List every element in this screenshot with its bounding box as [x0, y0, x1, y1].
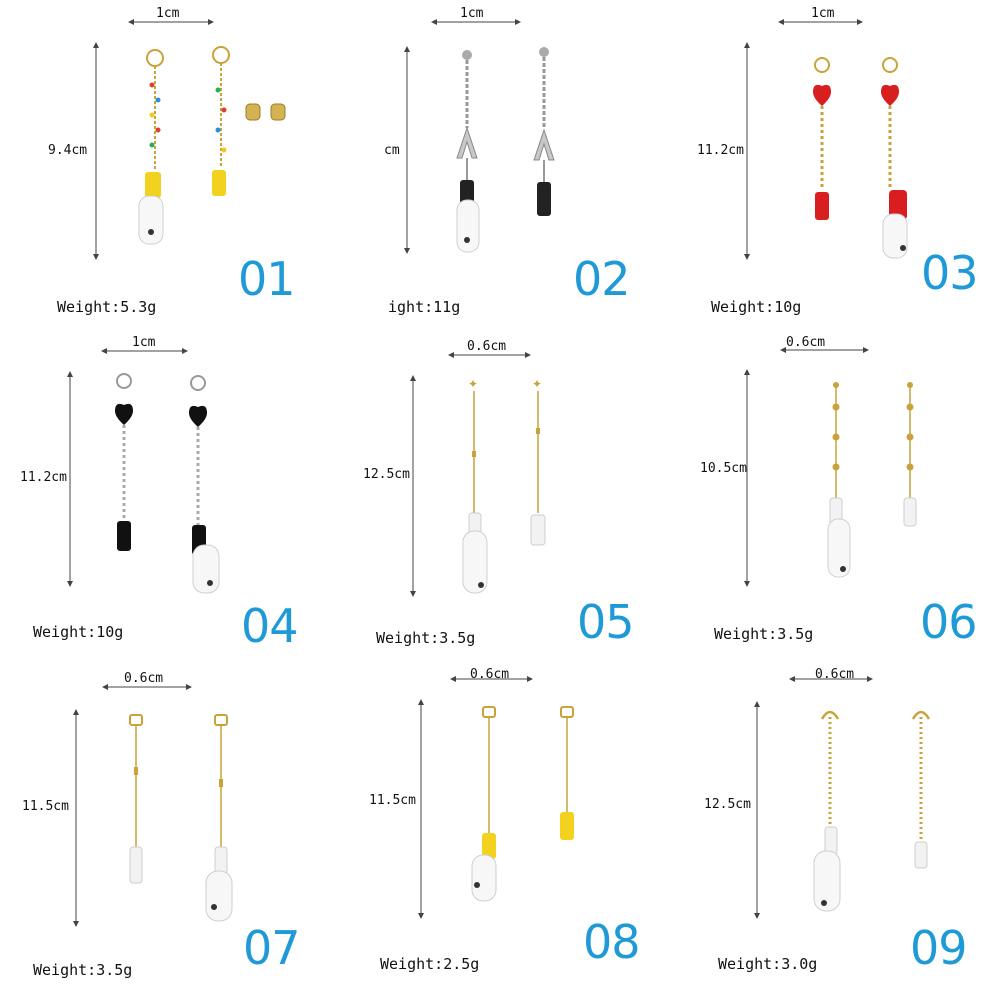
height-label: 11.2cm [20, 470, 67, 485]
product-cell-03: 1cm 11.2cm 03 Weight:10g [667, 0, 1000, 333]
product-cell-02: 1cm cm 02 ight:11g [333, 0, 666, 333]
product-cell-09: 0.6cm 12.5cm 09 Weight:3.0g [667, 667, 1000, 1000]
item-number: 04 [241, 599, 299, 653]
earring-04-image [67, 348, 220, 594]
width-label: 0.6cm [470, 667, 510, 682]
weight-label: Weight:3.5g [33, 961, 133, 979]
product-cell-08: 0.6cm 11.5cm 08 Weight:2.5g [333, 667, 666, 1000]
svg-text:✦: ✦ [468, 377, 478, 391]
item-number: 02 [573, 252, 631, 306]
item-number: 03 [921, 246, 979, 300]
weight-label: Weight:10g [711, 298, 802, 316]
width-label: 0.6cm [786, 335, 826, 350]
product-cell-06: 0.6cm 10.5cm 06 Weight:3.5g [667, 333, 1000, 666]
weight-label: Weight:3.5g [714, 625, 814, 643]
weight-label: Weight:5.3g [57, 298, 157, 316]
width-label: 0.6cm [467, 339, 507, 354]
earring-08-image [418, 676, 574, 919]
height-label: 10.5cm [700, 461, 747, 476]
height-label: cm [384, 143, 400, 158]
item-number: 05 [577, 595, 635, 649]
product-cell-05: ✦ ✦ 0.6cm 12.5cm 05 Weight:3.5g [333, 333, 666, 666]
product-cell-01: 1cm 9.4cm 01 Weight:5.3g [0, 0, 333, 333]
item-number: 01 [238, 252, 296, 306]
weight-label: Weight:2.5g [380, 955, 480, 973]
width-label: 1cm [811, 6, 835, 21]
earring-07-image [73, 684, 233, 927]
weight-label: Weight:3.0g [718, 955, 818, 973]
width-label: 0.6cm [124, 671, 164, 686]
earring-06-image [744, 347, 917, 587]
earring-05-image: ✦ ✦ [410, 352, 546, 597]
height-label: 11.5cm [22, 799, 69, 814]
item-number: 08 [583, 915, 641, 969]
width-label: 1cm [156, 6, 180, 21]
product-cell-04: 1cm 11.2cm 04 Weight:10g [0, 333, 333, 666]
svg-text:✦: ✦ [532, 377, 542, 391]
item-number: 07 [243, 921, 301, 975]
height-label: 9.4cm [48, 143, 88, 158]
earring-09-image [754, 676, 931, 919]
weight-label: Weight:10g [33, 623, 124, 641]
height-label: 12.5cm [704, 797, 751, 812]
product-cell-07: 0.6cm 11.5cm 07 Weight:3.5g [0, 667, 333, 1000]
weight-label: Weight:3.5g [376, 629, 476, 647]
earring-02-image [404, 19, 555, 254]
earring-01-image [93, 19, 286, 260]
width-label: 0.6cm [815, 667, 855, 682]
item-number: 06 [920, 595, 978, 649]
height-label: 11.5cm [369, 793, 416, 808]
weight-label: ight:11g [388, 298, 461, 316]
height-label: 12.5cm [363, 467, 410, 482]
item-number: 09 [910, 921, 968, 975]
height-label: 11.2cm [697, 143, 744, 158]
earring-03-image [744, 19, 908, 260]
width-label: 1cm [460, 6, 484, 21]
width-label: 1cm [132, 335, 156, 350]
